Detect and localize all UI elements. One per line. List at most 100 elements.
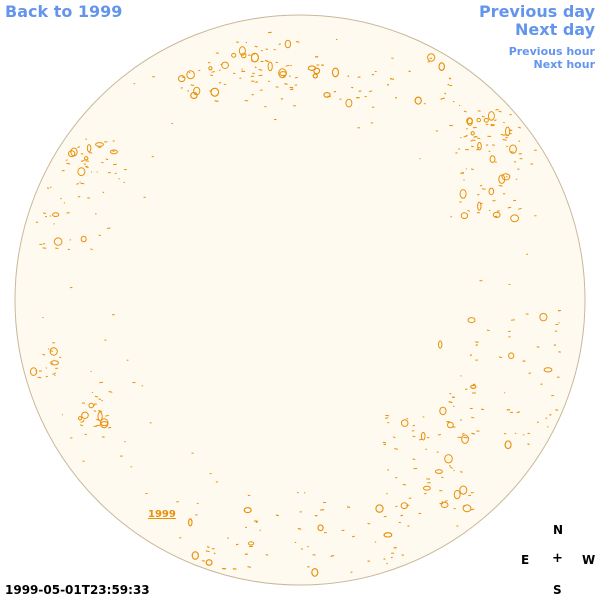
contour-mark: [463, 110, 467, 113]
contour-mark: [466, 122, 469, 125]
contour-mark: [459, 485, 468, 495]
contour-mark: [475, 344, 478, 346]
contour-mark: [323, 92, 331, 98]
contour-mark: [420, 431, 426, 441]
contour-mark: [464, 388, 468, 390]
contour-mark: [231, 52, 237, 58]
contour-mark: [267, 61, 273, 72]
contour-mark: [238, 46, 246, 56]
previous-hour-link[interactable]: Previous hour: [508, 45, 595, 58]
contour-mark: [258, 68, 263, 71]
previous-day-link[interactable]: Previous day: [478, 2, 595, 21]
contour-mark: [440, 501, 449, 508]
contour-mark: [461, 434, 469, 444]
timestamp-label: 1999-05-01T23:59:33: [5, 583, 150, 597]
contour-mark: [307, 545, 309, 548]
contour-mark: [492, 211, 501, 218]
contour-mark: [247, 566, 252, 568]
contour-mark: [85, 160, 89, 162]
contour-mark: [307, 65, 316, 71]
contour-mark: [205, 559, 213, 566]
contour-mark: [312, 73, 318, 79]
contour-mark: [101, 436, 105, 438]
contour-mark: [68, 150, 76, 158]
solar-disk: [14, 14, 586, 586]
contour-mark: [77, 146, 81, 148]
contour-mark: [55, 247, 59, 249]
contour-mark: [470, 131, 475, 136]
contour-mark: [255, 521, 258, 524]
next-hour-link[interactable]: Next hour: [533, 58, 596, 71]
contour-mark: [395, 97, 398, 99]
contour-mark: [479, 184, 483, 187]
contour-mark: [330, 555, 335, 557]
contour-mark: [414, 96, 422, 105]
contour-mark: [84, 156, 89, 161]
contour-mark: [444, 454, 453, 464]
contour-mark: [543, 367, 553, 373]
contour-mark: [99, 381, 104, 384]
contour-mark: [351, 86, 354, 89]
contour-mark: [255, 81, 258, 83]
contour-mark: [267, 31, 272, 34]
contour-mark: [78, 416, 83, 421]
contour-mark: [389, 78, 394, 80]
contour-mark: [66, 212, 70, 214]
contour-mark: [449, 392, 452, 395]
contour-mark: [470, 508, 475, 511]
contour-mark: [280, 98, 284, 100]
active-region-contours: [29, 31, 561, 577]
contour-mark: [438, 340, 443, 349]
contour-mark: [477, 141, 482, 151]
contour-mark: [485, 144, 489, 146]
contour-mark: [80, 235, 87, 243]
contour-mark: [50, 360, 59, 366]
contour-mark: [476, 117, 482, 123]
contour-mark: [460, 375, 462, 377]
contour-mark: [505, 126, 511, 137]
contour-mark: [194, 93, 198, 96]
contour-mark: [84, 433, 88, 436]
contour-mark: [463, 436, 468, 439]
contour-mark: [352, 535, 355, 538]
contour-mark: [90, 248, 93, 251]
contour-mark: [60, 197, 62, 200]
contour-mark: [447, 421, 454, 429]
contour-mark: [508, 352, 515, 360]
contour-mark: [494, 119, 496, 122]
contour-mark: [294, 76, 298, 79]
contour-mark: [95, 142, 104, 147]
contour-mark: [424, 492, 427, 495]
contour-mark: [437, 434, 441, 436]
contour-mark: [106, 227, 111, 229]
contour-mark: [288, 75, 291, 78]
contour-mark: [190, 84, 195, 86]
contour-mark: [498, 356, 503, 359]
next-day-link[interactable]: Next day: [515, 20, 595, 39]
contour-mark: [178, 75, 186, 83]
contour-mark: [186, 70, 195, 80]
contour-mark: [412, 435, 416, 438]
contour-mark: [190, 92, 198, 99]
contour-mark: [332, 67, 339, 78]
contour-mark: [386, 562, 388, 565]
contour-mark: [477, 146, 480, 149]
contour-mark: [444, 92, 447, 95]
contour-mark: [536, 346, 540, 348]
contour-mark: [486, 329, 490, 332]
contour-mark: [198, 69, 201, 72]
contour-mark: [218, 81, 222, 84]
contour-mark: [453, 489, 461, 500]
contour-mark: [467, 210, 471, 212]
contour-mark: [218, 69, 221, 71]
year-link[interactable]: 1999: [148, 509, 176, 520]
contour-mark: [444, 500, 448, 502]
contour-mark: [267, 80, 270, 82]
contour-mark: [311, 568, 319, 577]
contour-mark: [42, 212, 47, 214]
contour-mark: [214, 100, 219, 102]
contour-mark: [188, 518, 193, 527]
contour-mark: [476, 137, 481, 140]
back-to-year-link[interactable]: Back to 1999: [5, 2, 123, 21]
contour-mark: [474, 341, 479, 343]
